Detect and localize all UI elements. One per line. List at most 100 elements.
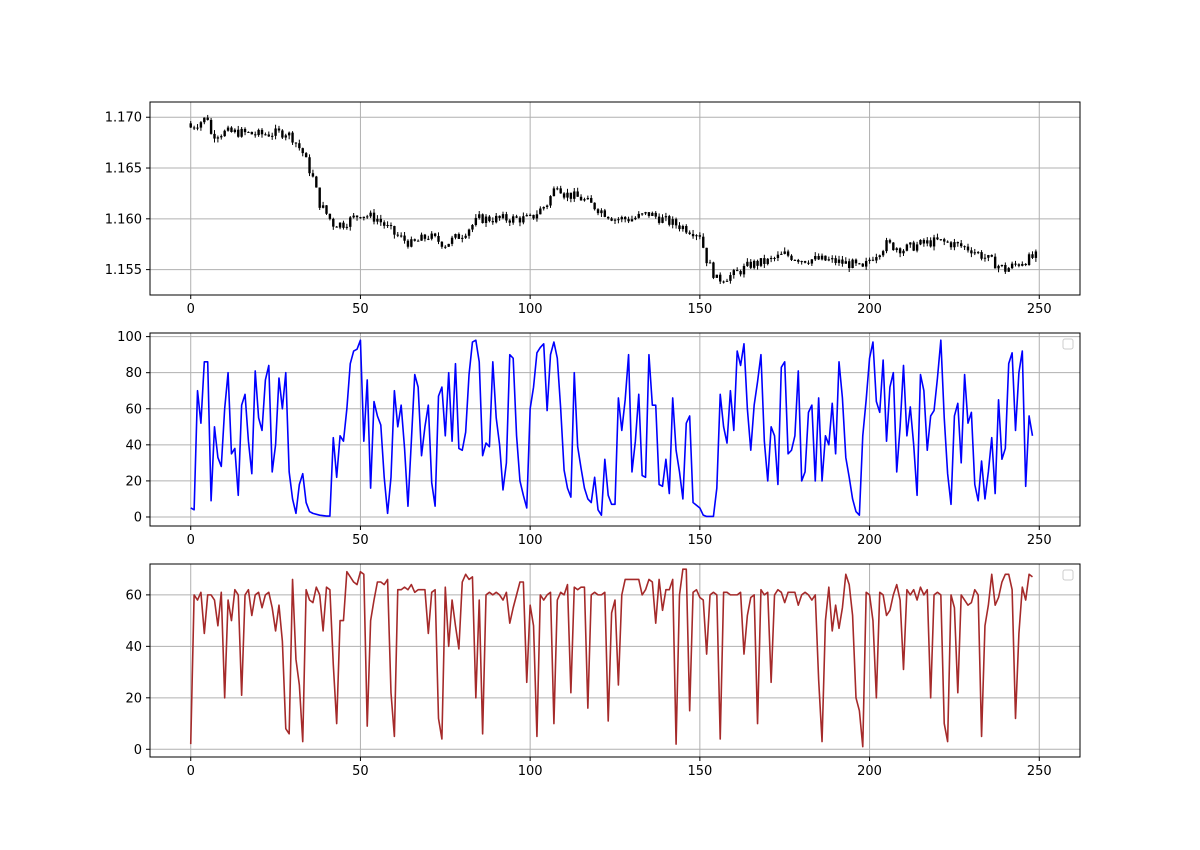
blue-oscillator-ytick-label: 20	[125, 474, 142, 489]
candle-body	[613, 219, 617, 221]
candle-body	[854, 259, 858, 264]
candle-body	[895, 248, 898, 251]
candle-body	[892, 242, 895, 251]
candle-body	[725, 280, 729, 282]
candle-body	[237, 129, 240, 137]
candle-body	[291, 132, 294, 143]
candle-body	[515, 216, 518, 218]
candle-body	[800, 261, 803, 263]
price-xtick-label: 250	[1027, 302, 1052, 317]
candle-body	[936, 237, 939, 240]
candle-body	[610, 218, 613, 221]
candle-body	[1010, 263, 1014, 269]
candle-body	[335, 226, 338, 228]
candle-body	[814, 255, 817, 260]
candle-body	[640, 213, 644, 215]
candle-body	[956, 242, 960, 244]
candle-body	[454, 234, 457, 238]
candle-body	[1024, 263, 1027, 266]
candle-body	[746, 261, 749, 266]
candle-body	[586, 198, 590, 200]
candle-body	[260, 129, 264, 135]
candle-body	[294, 142, 298, 144]
brown-oscillator-xtick-label: 100	[518, 764, 543, 779]
candle-body	[522, 216, 525, 223]
candle-body	[634, 217, 637, 220]
candle-body	[549, 196, 552, 206]
candle-body	[264, 134, 267, 136]
candle-body	[590, 198, 593, 203]
candle-body	[304, 153, 308, 158]
candle-body	[898, 248, 902, 254]
candle-body	[739, 270, 742, 275]
candle-body	[793, 259, 797, 261]
candle-body	[298, 143, 301, 149]
candle-body	[518, 217, 522, 223]
candle-body	[393, 226, 396, 235]
candle-body	[559, 188, 562, 194]
candle-body	[797, 260, 800, 262]
candle-body	[199, 122, 203, 128]
candle-body	[929, 240, 932, 247]
candle-body	[831, 258, 834, 260]
candle-body	[355, 215, 359, 218]
candle-body	[807, 262, 810, 264]
candle-body	[287, 132, 291, 136]
candle-body	[274, 128, 277, 136]
candle-body	[875, 257, 878, 261]
blue-oscillator-ytick-label: 100	[117, 330, 142, 345]
candle-body	[657, 216, 661, 223]
blue-oscillator-panel: 0 50 100 150 200 250 0 20 40 60 80 100	[117, 330, 1081, 548]
candle-body	[960, 243, 963, 247]
blue-oscillator-series-line	[190, 339, 1034, 518]
candle-body	[915, 244, 919, 251]
candle-body	[369, 212, 372, 217]
candle-body	[552, 188, 556, 197]
blue-oscillator-xtick-label: 250	[1027, 533, 1052, 548]
candle-body	[267, 134, 270, 137]
candle-body	[712, 262, 715, 278]
candle-body	[281, 130, 284, 138]
candle-body	[868, 259, 871, 262]
candle-body	[932, 237, 936, 247]
candle-body	[484, 216, 488, 224]
candle-body	[973, 252, 976, 254]
brown-oscillator-ytick-label: 20	[125, 691, 142, 706]
candle-body	[630, 219, 634, 222]
candle-body	[430, 233, 433, 239]
candle-body	[790, 255, 793, 260]
candle-body	[681, 226, 685, 230]
candle-body	[756, 260, 759, 266]
candle-body	[318, 187, 321, 208]
candle-body	[247, 131, 250, 133]
candle-body	[987, 255, 990, 258]
candle-body	[389, 225, 393, 227]
candle-body	[722, 281, 725, 283]
price-xtick-label: 150	[687, 302, 712, 317]
brown-oscillator-xtick-label: 250	[1027, 764, 1052, 779]
candle-body	[820, 255, 824, 260]
candle-body	[946, 241, 949, 243]
candle-body	[562, 193, 566, 198]
candle-body	[240, 128, 243, 137]
candle-body	[752, 260, 756, 268]
candle-body	[742, 265, 746, 275]
candle-body	[1031, 254, 1034, 258]
candle-body	[284, 135, 287, 138]
candle-body	[508, 220, 511, 223]
candle-body	[620, 217, 623, 220]
candle-body	[864, 261, 868, 267]
brown-oscillator-ytick-label: 60	[125, 588, 142, 603]
candle-body	[379, 218, 383, 223]
candle-body	[685, 226, 688, 233]
blue-oscillator-xtick-label: 150	[687, 533, 712, 548]
candle-body	[542, 207, 545, 209]
candle-body	[399, 235, 403, 237]
price-xtick-label: 100	[518, 302, 543, 317]
brown-oscillator-axes-frame	[149, 563, 1081, 758]
brown-oscillator-panel: 0 50 100 150 200 250 0 20 40 60	[125, 563, 1081, 779]
candle-body	[980, 252, 983, 259]
candle-body	[257, 129, 260, 136]
candle-body	[423, 234, 427, 239]
candle-body	[501, 214, 505, 218]
